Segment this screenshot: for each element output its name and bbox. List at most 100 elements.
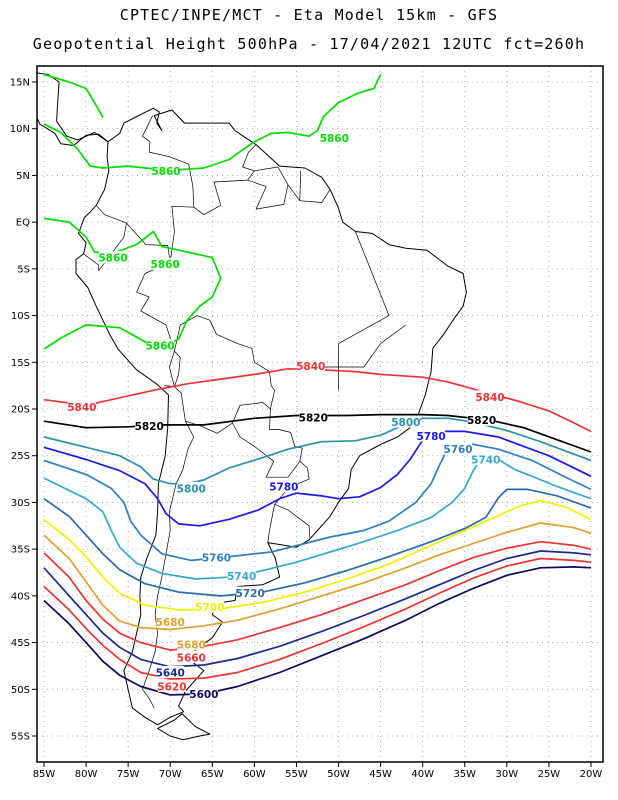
contour-label-bg xyxy=(417,429,446,442)
lat-tick-label: 25S xyxy=(11,451,30,462)
coastline xyxy=(37,72,109,143)
contour-line xyxy=(43,417,592,485)
contour-line xyxy=(43,566,592,696)
contour-label-bg xyxy=(467,413,496,426)
contour-line xyxy=(43,73,104,118)
contour-label-bg xyxy=(151,257,180,270)
contour-label-bg xyxy=(177,637,206,650)
contour-label: 5620 xyxy=(157,681,186,693)
lon-tick-label: 25W xyxy=(538,769,561,780)
contour-label: 5800 xyxy=(177,483,206,495)
contour-line xyxy=(43,442,592,562)
contour-label-bg xyxy=(152,164,181,177)
lon-tick-label: 75W xyxy=(117,769,140,780)
lon-tick-label: 55W xyxy=(285,769,308,780)
graticule xyxy=(37,66,603,762)
contour-label: 5680 xyxy=(156,617,185,629)
contour-label: 5760 xyxy=(202,553,231,565)
contour-label-bg xyxy=(391,415,420,428)
lon-tick-label: 35W xyxy=(453,769,476,780)
contour-label: 5780 xyxy=(416,431,445,443)
contour-label-bg xyxy=(177,651,206,664)
contour-line xyxy=(43,217,222,350)
lat-tick-label: 35S xyxy=(11,545,30,556)
lat-tick-label: 50S xyxy=(11,685,30,696)
country-border xyxy=(247,179,289,210)
contour-line xyxy=(43,74,382,171)
lat-tick-label: 5S xyxy=(17,264,30,275)
country-border xyxy=(83,223,127,272)
contour-label: 5820 xyxy=(299,412,328,424)
contour-label-bg xyxy=(269,480,298,493)
country-border xyxy=(95,205,175,387)
contour-label: 5840 xyxy=(475,392,504,404)
contour-label-bg xyxy=(67,400,96,413)
contour-label: 5840 xyxy=(296,361,325,373)
country-border xyxy=(267,504,275,543)
lat-tick-label: 10S xyxy=(11,311,30,322)
lon-tick-label: 60W xyxy=(243,769,266,780)
contour-label: 5840 xyxy=(67,402,96,414)
contour-label: 5780 xyxy=(269,482,298,494)
lon-tick-label: 85W xyxy=(33,769,56,780)
contour-label: 5600 xyxy=(189,689,218,701)
contour-label: 5860 xyxy=(151,166,180,178)
contour-label-bg xyxy=(135,419,164,432)
contour-label-bg xyxy=(99,251,128,264)
contour-label-bg xyxy=(475,390,504,403)
axis-ticks: 85W 80W 75W 70W 65W 60W 55W 50W 45W 40W 35W 30W 25W 2… xyxy=(10,78,603,781)
contour-label: 5700 xyxy=(195,602,224,614)
contour-label-bg xyxy=(202,551,231,564)
contour-label: 5660 xyxy=(177,653,206,665)
lon-tick-label: 20W xyxy=(580,769,603,780)
contour-label: 5820 xyxy=(467,415,496,427)
country-border xyxy=(142,421,195,709)
country-border xyxy=(164,315,275,434)
contour-label-bg xyxy=(157,679,186,692)
contour-line xyxy=(43,430,592,527)
lat-tick-label: 20S xyxy=(11,405,30,416)
lon-tick-label: 30W xyxy=(496,769,519,780)
lat-tick-label: EQ xyxy=(16,218,30,229)
coastlines xyxy=(37,72,467,741)
lat-tick-label: 15S xyxy=(11,358,30,369)
contour-label: 5860 xyxy=(320,133,349,145)
contour-label: 5740 xyxy=(471,454,500,466)
lon-tick-label: 40W xyxy=(411,769,434,780)
lat-tick-label: 15N xyxy=(10,78,30,89)
country-border xyxy=(193,144,257,216)
coastline xyxy=(37,116,109,146)
contour-label: 5680 xyxy=(177,639,206,651)
lat-tick-label: 40S xyxy=(11,591,30,602)
lon-tick-label: 65W xyxy=(201,769,224,780)
country-border xyxy=(142,115,195,263)
contour-label-bg xyxy=(146,338,175,351)
contour-label-bg xyxy=(156,615,185,628)
contour-label-bg xyxy=(471,452,500,465)
contour-label-bg xyxy=(299,410,328,423)
country-border xyxy=(274,461,311,538)
contour-label-bg xyxy=(320,131,349,144)
lat-tick-label: 55S xyxy=(11,732,30,743)
contour-label-bg xyxy=(296,359,325,372)
contour-label-bg xyxy=(156,665,185,678)
contour-label-bg xyxy=(236,586,265,599)
lat-tick-label: 45S xyxy=(11,638,30,649)
contour-line xyxy=(43,550,592,668)
contour-label: 5760 xyxy=(443,444,472,456)
lon-tick-label: 80W xyxy=(75,769,98,780)
lon-tick-label: 45W xyxy=(369,769,392,780)
contour-label: 5820 xyxy=(135,421,164,433)
contour-label: 5860 xyxy=(151,259,180,271)
contour-line xyxy=(43,456,592,580)
country-border xyxy=(321,324,407,368)
contour-label-bg xyxy=(189,687,218,700)
contour-label: 5800 xyxy=(391,417,420,429)
country-border xyxy=(299,170,302,201)
map-subtitle: Geopotential Height 500hPa - 17/04/2021 … xyxy=(32,35,586,53)
contour-label: 5860 xyxy=(146,340,175,352)
contour-labels: 5860 5860 5860 5860 5860 5840 5840 5840 5820 5820… xyxy=(67,131,505,701)
contour-label: 5720 xyxy=(236,588,265,600)
coastline xyxy=(157,713,211,741)
plot-frame xyxy=(36,65,604,763)
